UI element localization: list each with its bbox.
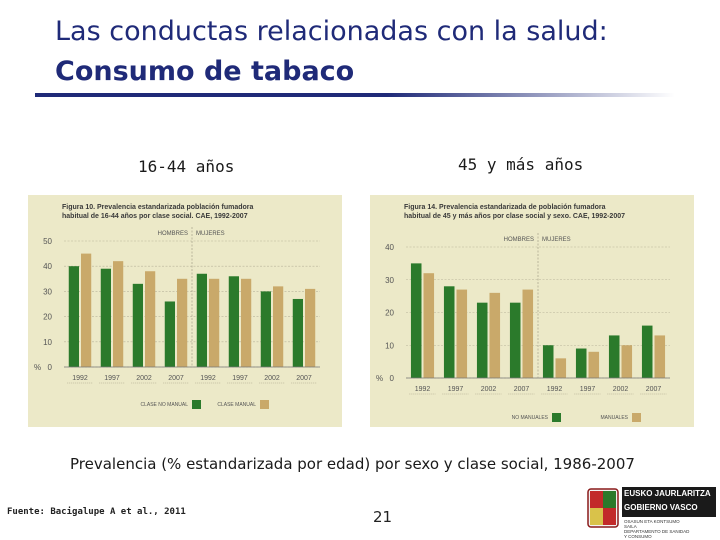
page-number: 21 bbox=[373, 508, 393, 526]
bar-tan bbox=[522, 289, 534, 378]
x-tick-label: 1997 bbox=[232, 375, 248, 382]
logo-line-2: GOBIERNO VASCO bbox=[624, 503, 698, 512]
y-tick-label: 30 bbox=[385, 276, 394, 285]
age-label-45-plus: 45 y más años bbox=[458, 155, 584, 174]
y-axis-unit-label: % bbox=[34, 363, 41, 372]
bar-green bbox=[100, 268, 111, 367]
y-tick-label: 10 bbox=[43, 338, 52, 347]
chart-16-44: Figura 10. Prevalencia estandarizada pob… bbox=[28, 195, 342, 427]
group-label: HOMBRES bbox=[158, 231, 188, 237]
logo-line-1: EUSKO JAURLARITZA bbox=[624, 489, 711, 498]
bar-green bbox=[476, 302, 488, 378]
title-underline bbox=[35, 93, 675, 97]
legend-swatch bbox=[260, 400, 269, 409]
bar-green bbox=[443, 286, 455, 378]
x-tick-label: 1997 bbox=[448, 386, 464, 393]
bar-green bbox=[542, 345, 554, 378]
y-axis-unit-label: % bbox=[376, 374, 383, 383]
coat-of-arms-icon bbox=[587, 488, 619, 528]
legend-label: MANUALES bbox=[600, 415, 628, 421]
logo-line-5: DEPARTAMENTO DE SANIDAD bbox=[624, 529, 690, 534]
logo-line-6: Y CONSUMO bbox=[624, 534, 652, 539]
y-tick-label: 20 bbox=[385, 309, 394, 318]
slide-title-line2: Consumo de tabaco bbox=[55, 56, 355, 87]
bar-green bbox=[260, 291, 271, 367]
bar-tan bbox=[456, 289, 468, 378]
bar-tan bbox=[588, 351, 600, 378]
bar-green bbox=[509, 302, 521, 378]
bar-green bbox=[228, 276, 239, 367]
y-tick-label: 40 bbox=[43, 262, 52, 271]
logo-dark-band bbox=[622, 487, 716, 517]
y-tick-label: 30 bbox=[43, 287, 52, 296]
figure-caption: Prevalencia (% estandarizada por edad) p… bbox=[70, 455, 635, 473]
x-tick-label: 1992 bbox=[72, 375, 88, 382]
bar-tan bbox=[113, 261, 124, 367]
bar-tan bbox=[621, 345, 633, 378]
x-tick-label: 1997 bbox=[580, 386, 596, 393]
bar-tan bbox=[423, 273, 435, 378]
x-tick-label: 1997 bbox=[104, 375, 120, 382]
bar-tan bbox=[555, 358, 567, 378]
bar-green bbox=[196, 273, 207, 367]
y-tick-label: 10 bbox=[385, 341, 394, 350]
bar-green bbox=[292, 298, 303, 367]
legend-label: CLASE NO MANUAL bbox=[140, 402, 188, 408]
x-tick-label: 2002 bbox=[136, 375, 152, 382]
y-tick-label: 20 bbox=[43, 313, 52, 322]
bar-green bbox=[410, 263, 422, 378]
slide-title-line1: Las conductas relacionadas con la salud: bbox=[55, 16, 608, 47]
bar-tan bbox=[81, 253, 92, 367]
logo-line-3: OSASUN ETA KONTSUMO bbox=[624, 519, 680, 524]
chart-title: Figura 14. Prevalencia estandarizada de … bbox=[404, 204, 625, 220]
bar-tan bbox=[273, 286, 284, 367]
x-tick-label: 2002 bbox=[264, 375, 280, 382]
x-tick-label: 1992 bbox=[415, 386, 431, 393]
y-tick-label: 0 bbox=[48, 363, 53, 372]
bar-green bbox=[641, 325, 653, 378]
x-tick-label: 2002 bbox=[481, 386, 497, 393]
logo-line-4: SAILA bbox=[624, 524, 637, 529]
x-tick-label: 2002 bbox=[613, 386, 629, 393]
source-note: Fuente: Bacigalupe A et al., 2011 bbox=[7, 507, 186, 517]
bar-green bbox=[608, 335, 620, 378]
group-label: MUJERES bbox=[542, 237, 571, 243]
bar-tan bbox=[145, 271, 156, 367]
legend-swatch bbox=[192, 400, 201, 409]
y-tick-label: 50 bbox=[43, 237, 52, 246]
x-tick-label: 2007 bbox=[296, 375, 312, 382]
bar-tan bbox=[305, 288, 316, 367]
legend-label: CLASE MANUAL bbox=[217, 402, 256, 408]
y-tick-label: 40 bbox=[385, 243, 394, 252]
x-tick-label: 1992 bbox=[200, 375, 216, 382]
bar-tan bbox=[177, 278, 188, 367]
group-label: HOMBRES bbox=[504, 237, 534, 243]
x-tick-label: 2007 bbox=[514, 386, 530, 393]
legend-swatch bbox=[632, 413, 641, 422]
group-label: MUJERES bbox=[196, 231, 225, 237]
age-label-16-44: 16-44 años bbox=[138, 157, 235, 176]
chart-45-plus: Figura 14. Prevalencia estandarizada de … bbox=[370, 195, 694, 427]
gobierno-vasco-logo: EUSKO JAURLARITZA GOBIERNO VASCO OSASUN … bbox=[584, 485, 718, 540]
chart-title: Figura 10. Prevalencia estandarizada pob… bbox=[62, 204, 254, 220]
bar-tan bbox=[241, 278, 252, 367]
legend-swatch bbox=[552, 413, 561, 422]
bar-tan bbox=[489, 292, 501, 378]
bar-green bbox=[164, 301, 175, 367]
x-tick-label: 2007 bbox=[168, 375, 184, 382]
x-tick-label: 1992 bbox=[547, 386, 563, 393]
bar-green bbox=[132, 283, 143, 367]
bar-tan bbox=[209, 278, 220, 367]
bar-green bbox=[575, 348, 587, 378]
y-tick-label: 0 bbox=[390, 374, 395, 383]
bar-tan bbox=[654, 335, 666, 378]
x-tick-label: 2007 bbox=[646, 386, 662, 393]
legend-label: NO MANUALES bbox=[512, 415, 549, 421]
bar-green bbox=[68, 266, 79, 367]
